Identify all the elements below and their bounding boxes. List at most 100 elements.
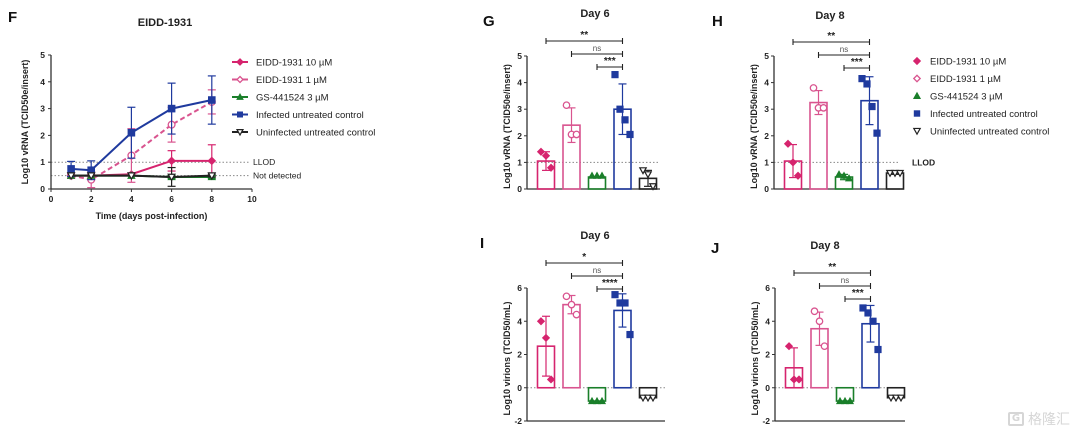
x-tick-label: 10 <box>247 194 257 204</box>
bar-group-eidd10 <box>783 139 803 190</box>
significance-bracket: ns <box>570 44 624 57</box>
chart-title: Day 6 <box>580 8 609 20</box>
data-point <box>621 299 629 307</box>
data-point <box>66 172 76 181</box>
data-point <box>864 309 872 317</box>
chart-title: Day 8 <box>810 240 839 252</box>
data-point <box>626 330 634 339</box>
data-point <box>869 317 877 325</box>
y-tick-label: 1 <box>764 157 769 167</box>
data-point <box>638 394 648 403</box>
legend-label: EIDD-1931 10 µM <box>256 58 332 69</box>
bar-group-infected <box>611 71 634 190</box>
bar-group-infected <box>611 291 634 389</box>
panel-g: G Day 6 0 1 2 3 4 5 Log10 vRNA (TCID50e/insert) *… <box>483 8 660 194</box>
data-point <box>819 104 828 112</box>
legend-item: EIDD-1931 10 µM <box>912 56 1006 68</box>
legend-bars: EIDD-1931 10 µM EIDD-1931 1 µM GS-441524 3… <box>912 56 1049 138</box>
legend-item: EIDD-1931 10 µM <box>232 58 332 69</box>
y-tick-label: 2 <box>40 130 45 140</box>
x-tick-label: 4 <box>129 194 134 204</box>
significance-bracket: ** <box>792 31 871 45</box>
data-point <box>587 171 597 179</box>
significance-label: ns <box>841 276 849 285</box>
x-axis-label: Time (days post-infection) <box>96 211 208 221</box>
data-point <box>546 163 556 172</box>
y-tick-label: 6 <box>517 283 522 293</box>
y-tick-label: 0 <box>517 184 522 194</box>
data-point <box>592 171 602 179</box>
bar-group-gs <box>587 386 607 405</box>
data-point <box>859 304 867 312</box>
data-point <box>793 171 803 180</box>
significance-label: ns <box>593 44 601 53</box>
data-point <box>873 129 881 137</box>
data-point <box>783 139 793 148</box>
bar-group-uninfected <box>886 386 906 403</box>
y-tick-label: 5 <box>764 51 769 61</box>
data-point <box>567 300 576 309</box>
y-tick-label: 4 <box>517 316 522 326</box>
panel-letter: F <box>8 9 17 26</box>
panel-f: F EIDD-1931 LLOD Not detected 0 1 2 3 4 5 0 2 4 6 8 10 T… <box>8 9 375 221</box>
data-point <box>67 165 75 173</box>
y-tick-label: -2 <box>514 416 522 426</box>
y-tick-label: 3 <box>517 104 522 114</box>
data-point <box>572 130 581 139</box>
significance-bracket: ns <box>817 45 871 58</box>
bar-group-uninfected <box>638 386 658 403</box>
bar-group-gs <box>835 386 855 405</box>
x-tick-label: 2 <box>89 194 94 204</box>
data-point <box>597 396 607 405</box>
legend-marker <box>237 111 243 118</box>
data-point <box>834 170 844 178</box>
data-point <box>621 116 629 124</box>
watermark-logo-icon: G <box>1008 412 1024 426</box>
legend-marker <box>913 110 921 117</box>
bar <box>809 101 828 190</box>
data-point <box>587 396 597 405</box>
x-tick-label: 8 <box>209 194 214 204</box>
series-line <box>71 99 213 172</box>
data-point <box>541 151 551 160</box>
data-point <box>885 169 895 178</box>
y-tick-label: -2 <box>762 416 770 426</box>
legend-label: Uninfected untreated control <box>256 128 375 139</box>
data-point <box>809 84 818 92</box>
series-uninfected <box>66 166 217 187</box>
data-point <box>863 80 871 88</box>
panel-j: J Day 8 -2 0 2 4 6 Log10 virions (TCID50/mL) ** n… <box>711 240 906 426</box>
data-point <box>616 299 624 307</box>
bar-group-infected <box>858 75 881 190</box>
data-point <box>208 96 216 104</box>
significance-bracket: **** <box>596 278 624 292</box>
data-point <box>572 310 581 319</box>
significance-label: *** <box>851 57 863 68</box>
significance-label: * <box>582 252 586 263</box>
legend-marker <box>912 56 922 66</box>
data-point <box>597 171 607 179</box>
legend-label: EIDD-1931 10 µM <box>930 57 1006 68</box>
y-tick-label: 4 <box>765 316 770 326</box>
significance-bracket: ns <box>570 266 624 279</box>
x-tick-label: 6 <box>169 194 174 204</box>
legend-item: GS-441524 3 µM <box>912 91 1003 103</box>
significance-bracket: *** <box>596 56 624 70</box>
y-tick-label: 4 <box>40 77 45 87</box>
legend-marker <box>912 91 922 100</box>
legend-label: GS-441524 3 µM <box>256 93 329 104</box>
y-tick-label: 5 <box>517 51 522 61</box>
x-tick-label: 0 <box>49 194 54 204</box>
data-point <box>890 169 900 178</box>
data-point <box>167 104 176 113</box>
data-point <box>840 396 850 405</box>
significance-bracket: ** <box>793 262 872 276</box>
data-point <box>546 375 556 384</box>
bar-group-eidd1 <box>810 307 829 389</box>
chart-title: EIDD-1931 <box>138 17 192 29</box>
panel-letter: G <box>483 13 495 30</box>
data-point <box>648 183 658 191</box>
significance-label: **** <box>602 278 618 289</box>
chart-title: Day 8 <box>815 10 844 22</box>
legend-item: EIDD-1931 1 µM <box>912 74 1001 85</box>
